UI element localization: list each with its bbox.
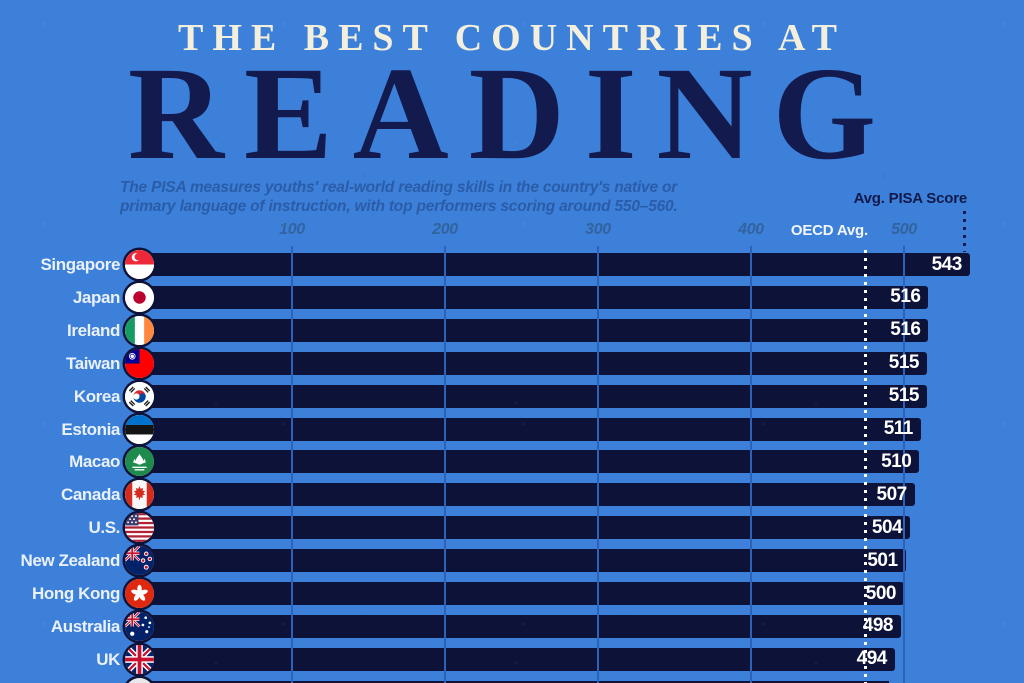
axis-tick-label: 300 [585, 221, 611, 238]
score-bar [127, 450, 920, 474]
value-axis-caption: Avg. PISA Score [853, 190, 968, 207]
bar-row: Taiwan 515 [0, 347, 1024, 380]
country-label: Estonia [61, 419, 120, 439]
oecd-avg-dotted-line [864, 250, 868, 683]
gridline-300 [597, 246, 599, 683]
country-flag-icon [125, 447, 154, 477]
score-value: 511 [883, 418, 914, 439]
score-bar [127, 318, 929, 342]
country-label: Canada [60, 485, 120, 505]
bar-row: New Zealand 501 [0, 544, 1024, 577]
bar-row: Estonia 511 [0, 413, 1024, 446]
score-bar [127, 516, 911, 540]
page-title: READING [127, 39, 897, 187]
score-value: 501 [867, 549, 898, 571]
country-label: New Zealand [20, 551, 120, 571]
bar-row: Macao 510 [0, 445, 1024, 478]
bar-row: Australia 498 [0, 610, 1024, 643]
gridline-100 [291, 246, 293, 683]
bar-row: Japan 516 [0, 281, 1024, 314]
bar-row: Hong Kong 500 [0, 577, 1024, 610]
bar-row: U.S. 504 [0, 511, 1024, 544]
country-label: Singapore [40, 255, 120, 274]
subtitle-line-2: primary language of instruction, with to… [120, 198, 678, 215]
gridline-200 [444, 246, 446, 683]
partial-next-row-bar [127, 680, 889, 683]
score-bar [127, 384, 927, 408]
score-value: 515 [888, 352, 920, 374]
oecd-avg-label: OECD Avg. [790, 222, 868, 239]
score-value: 516 [890, 319, 921, 341]
country-flag-icon [125, 315, 154, 345]
bar-row: Ireland 516 [0, 314, 1024, 347]
score-bar [127, 614, 901, 638]
bar-row: UK 494 [0, 643, 1024, 676]
country-flag-icon [125, 282, 154, 312]
country-flag-icon [125, 348, 154, 378]
score-bar [127, 417, 921, 441]
country-flag-icon [125, 480, 154, 510]
country-label: Korea [73, 386, 121, 406]
country-flag-icon [125, 611, 154, 641]
score-bar [127, 351, 927, 375]
country-flag-icon [125, 414, 154, 444]
country-flag-icon [125, 546, 154, 576]
axis-tick-label: 500 [891, 221, 917, 238]
country-flag-icon [125, 250, 154, 279]
kicker-title: THE BEST COUNTRIES AT [177, 17, 847, 59]
score-bar [127, 483, 915, 507]
score-value: 510 [881, 450, 912, 472]
score-value: 515 [888, 385, 920, 407]
country-label: Australia [50, 616, 121, 636]
partial-next-row-flag-icon [125, 677, 154, 683]
country-flag-icon [125, 644, 154, 674]
score-value: 507 [876, 483, 908, 505]
score-value: 504 [871, 516, 903, 538]
chart-subtitle: The PISA measures youths' real-world rea… [120, 178, 678, 216]
country-flag-icon [125, 381, 154, 411]
bar-row: Korea 515 [0, 380, 1024, 413]
score-value: 516 [890, 286, 921, 308]
score-value: 494 [856, 648, 888, 670]
country-flag-icon [125, 513, 154, 543]
avg-pisa-score-pointer-line [963, 211, 966, 252]
bar-row: Canada 507 [0, 478, 1024, 511]
country-label: UK [96, 649, 120, 669]
axis-tick-label: 400 [738, 221, 764, 238]
country-label: Macao [69, 452, 120, 472]
score-bar [127, 285, 929, 309]
country-label: Ireland [67, 320, 120, 340]
score-bar [127, 582, 904, 605]
score-value: 498 [862, 615, 894, 637]
score-value: 543 [931, 253, 963, 275]
subtitle-line-1: The PISA measures youths' real-world rea… [120, 179, 678, 196]
gridline-500 [903, 246, 905, 683]
country-flag-icon [125, 579, 154, 608]
score-value: 500 [865, 582, 897, 604]
country-label: Taiwan [66, 353, 120, 373]
axis-tick-label: 200 [432, 221, 458, 238]
bar-row: Singapore 543 [0, 248, 1024, 281]
score-bar [127, 647, 895, 671]
country-label: Japan [72, 287, 121, 307]
gridline-400 [750, 246, 752, 683]
score-bar [127, 253, 970, 276]
axis-tick-label: 100 [279, 221, 305, 238]
country-label: U.S. [88, 518, 121, 538]
country-label: Hong Kong [32, 584, 120, 603]
score-bar [127, 549, 906, 573]
